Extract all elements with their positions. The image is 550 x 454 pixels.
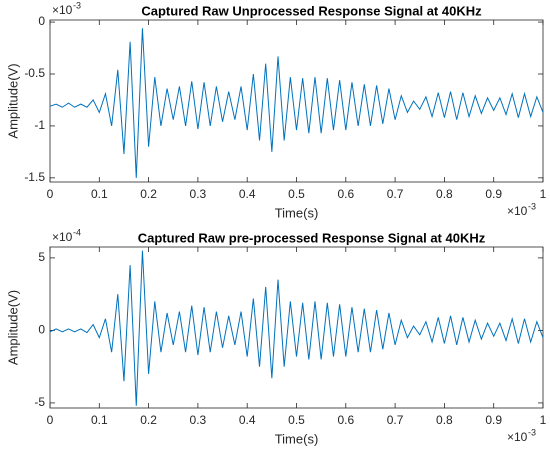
y-tick-label: -0.5: [24, 66, 45, 80]
y-axis-label: Amplitude(V): [5, 63, 20, 138]
y-tick-label: -1: [34, 118, 45, 132]
signal-line: [49, 28, 544, 178]
plot-area: [49, 19, 544, 183]
y-exponent: -3: [73, 0, 81, 10]
chart-title: Captured Raw Unprocessed Response Signal…: [141, 3, 482, 18]
x-tick-label: 0.2: [140, 413, 157, 427]
y-tick-label: 0: [38, 14, 45, 28]
x-tick-label: 0.3: [190, 413, 207, 427]
x-tick-label: 1: [540, 413, 547, 427]
x-tick-label: 0.9: [485, 413, 502, 427]
plot-area: [49, 246, 544, 409]
x-tick-label: 0.3: [190, 187, 207, 201]
x-tick-label: 0.1: [91, 187, 108, 201]
x-tick-label: 0: [47, 187, 54, 201]
y-tick-label: 5: [38, 250, 45, 264]
x-tick-label: 0.5: [288, 187, 305, 201]
y-exponent: -4: [73, 227, 81, 237]
signal-line: [49, 250, 544, 406]
x-tick-label: 0.2: [140, 187, 157, 201]
y-tick-label: -5: [34, 395, 45, 409]
x-exponent: -3: [528, 427, 536, 437]
x-tick-label: 0.6: [337, 413, 354, 427]
x-tick-label: 0.8: [436, 187, 453, 201]
x-tick-label: 0.5: [288, 413, 305, 427]
x-tick-label: 0.1: [91, 413, 108, 427]
x-exponent: -3: [528, 201, 536, 211]
y-multiplier: ×10: [52, 230, 73, 244]
y-multiplier: ×10: [52, 3, 73, 17]
x-tick-label: 0.4: [239, 187, 256, 201]
chart-title: Captured Raw pre-processed Response Sign…: [138, 230, 486, 245]
x-axis-label: Time(s): [275, 431, 319, 446]
y-tick-label: 0: [38, 323, 45, 337]
x-tick-label: 0.7: [387, 187, 404, 201]
x-tick-label: 0.9: [485, 187, 502, 201]
x-tick-label: 1: [540, 187, 547, 201]
x-tick-label: 0.4: [239, 413, 256, 427]
x-tick-label: 0.7: [387, 413, 404, 427]
y-tick-label: -1.5: [24, 170, 45, 184]
x-tick-label: 0.8: [436, 413, 453, 427]
y-axis-label: Amplitude(V): [5, 290, 20, 365]
x-axis-label: Time(s): [275, 205, 319, 220]
x-multiplier: ×10: [507, 430, 528, 444]
x-tick-label: 0.6: [337, 187, 354, 201]
x-multiplier: ×10: [507, 204, 528, 218]
x-tick-label: 0: [47, 413, 54, 427]
